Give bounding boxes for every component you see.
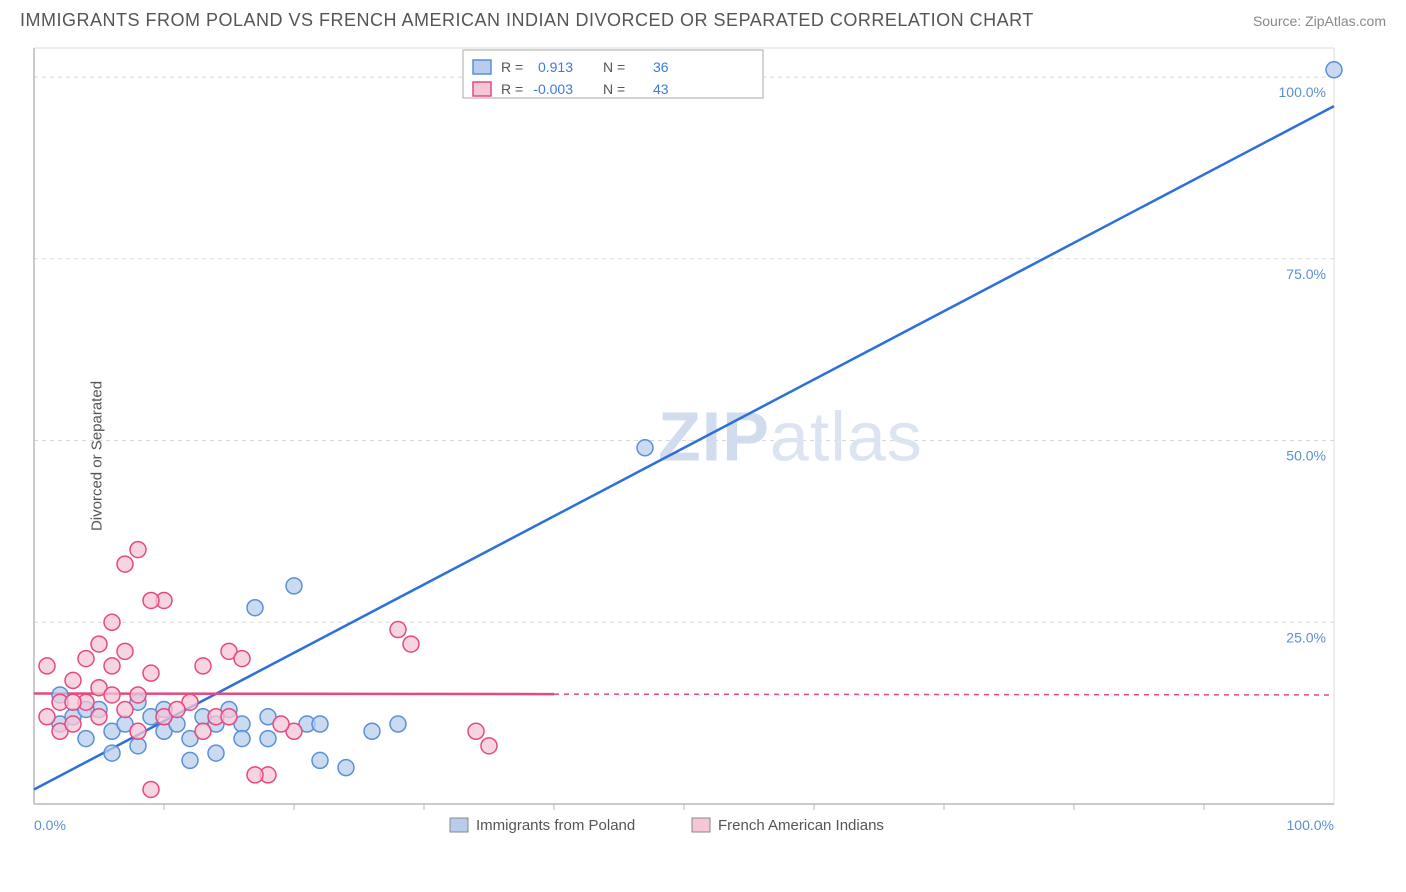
legend-r-label: R =	[501, 81, 523, 97]
data-point	[143, 781, 159, 797]
data-point	[182, 752, 198, 768]
legend-n-value: 36	[653, 59, 669, 75]
data-point	[130, 687, 146, 703]
y-tick-label: 100.0%	[1279, 84, 1326, 100]
data-point	[130, 738, 146, 754]
data-point	[117, 643, 133, 659]
data-point	[247, 767, 263, 783]
y-axis-label: Divorced or Separated	[89, 381, 106, 531]
data-point	[1326, 62, 1342, 78]
legend-swatch	[473, 60, 491, 74]
legend-n-label: N =	[603, 81, 625, 97]
y-tick-label: 25.0%	[1286, 629, 1326, 645]
data-point	[169, 702, 185, 718]
y-tick-label: 75.0%	[1286, 266, 1326, 282]
data-point	[403, 636, 419, 652]
legend-n-label: N =	[603, 59, 625, 75]
data-point	[65, 672, 81, 688]
data-point	[91, 636, 107, 652]
chart-container: Divorced or Separated 25.0% 50.0% 75.0% 100…	[20, 40, 1386, 872]
data-point	[234, 651, 250, 667]
legend-r-value: 0.913	[538, 59, 573, 75]
data-point	[247, 600, 263, 616]
data-point	[104, 687, 120, 703]
data-point	[273, 716, 289, 732]
data-point	[260, 731, 276, 747]
data-point	[221, 709, 237, 725]
legend-swatch	[473, 82, 491, 96]
watermark: ZIPatlas	[658, 398, 923, 476]
data-point	[234, 731, 250, 747]
data-point	[104, 658, 120, 674]
data-point	[481, 738, 497, 754]
legend-n-value: 43	[653, 81, 669, 97]
page-title: IMMIGRANTS FROM POLAND VS FRENCH AMERICA…	[20, 10, 1034, 31]
data-point	[195, 723, 211, 739]
source-label: Source: ZipAtlas.com	[1253, 13, 1386, 29]
x-tick-label: 0.0%	[34, 817, 66, 833]
correlation-chart: 25.0% 50.0% 75.0% 100.0% ZIPatlas 0.0% 100.0% R…	[20, 40, 1346, 840]
data-point	[286, 578, 302, 594]
data-point	[117, 702, 133, 718]
data-point	[338, 760, 354, 776]
data-point	[39, 709, 55, 725]
data-point	[65, 694, 81, 710]
data-point	[78, 731, 94, 747]
data-point	[104, 614, 120, 630]
data-point	[143, 592, 159, 608]
data-point	[130, 723, 146, 739]
data-point	[104, 745, 120, 761]
data-point	[390, 622, 406, 638]
legend-swatch	[692, 818, 710, 832]
data-point	[91, 709, 107, 725]
legend-swatch	[450, 818, 468, 832]
data-point	[195, 658, 211, 674]
data-point	[312, 752, 328, 768]
x-tick-label: 100.0%	[1287, 817, 1334, 833]
data-point	[117, 556, 133, 572]
data-point	[468, 723, 484, 739]
data-point	[143, 665, 159, 681]
data-point	[637, 440, 653, 456]
data-point	[65, 716, 81, 732]
data-point	[130, 542, 146, 558]
data-point	[39, 658, 55, 674]
data-point	[364, 723, 380, 739]
y-tick-label: 50.0%	[1286, 448, 1326, 464]
data-point	[390, 716, 406, 732]
legend-label: French American Indians	[718, 817, 884, 834]
legend-r-value: -0.003	[533, 81, 573, 97]
data-point	[78, 651, 94, 667]
legend-r-label: R =	[501, 59, 523, 75]
data-point	[208, 745, 224, 761]
data-point	[312, 716, 328, 732]
legend-label: Immigrants from Poland	[476, 817, 635, 834]
